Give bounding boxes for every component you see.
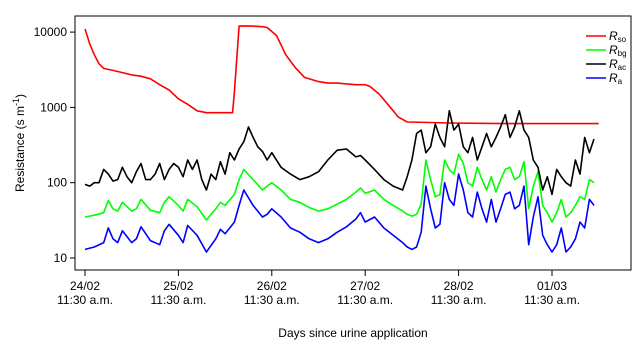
y-tick-label: 1000 <box>40 100 67 114</box>
y-axis-title-exponent: -1 <box>11 98 21 106</box>
legend-label-so: Rso <box>609 29 627 44</box>
x-axis-title: Days since urine application <box>278 326 427 340</box>
x-tick-label-time: 11:30 a.m. <box>337 293 393 307</box>
x-tick-label-date: 24/02 <box>70 279 100 293</box>
legend-label-bg: Rbg <box>609 43 627 58</box>
x-tick-label-date: 01/03 <box>537 279 567 293</box>
x-tick-label-date: 28/02 <box>444 279 474 293</box>
y-tick-label: 10000 <box>34 25 68 39</box>
x-tick-label-time: 11:30 a.m. <box>57 293 113 307</box>
x-tick-label-date: 25/02 <box>163 279 193 293</box>
y-tick-label: 100 <box>47 176 67 190</box>
x-tick-label-time: 11:30 a.m. <box>244 293 300 307</box>
y-axis: 10 100 1000 10000 <box>34 25 75 265</box>
x-tick-label-time: 11:30 a.m. <box>431 293 487 307</box>
x-tick-label-time: 11:30 a.m. <box>150 293 206 307</box>
y-axis-title: Resistance (s m-1) <box>11 94 27 192</box>
y-tick-label: 10 <box>54 251 68 265</box>
series-line-r-ac <box>84 110 595 196</box>
series-line-r-a <box>84 173 595 253</box>
series-line-r-so <box>84 25 599 125</box>
legend-label-ac: Rac <box>609 57 626 72</box>
x-tick-label-date: 26/02 <box>257 279 287 293</box>
series-line-r-bg <box>84 153 595 223</box>
series-layer <box>84 25 599 253</box>
legend-label-a: Ra <box>609 71 623 86</box>
x-tick-label-date: 27/02 <box>350 279 380 293</box>
x-tick-label-time: 11:30 a.m. <box>524 293 580 307</box>
plot-frame <box>74 15 632 271</box>
